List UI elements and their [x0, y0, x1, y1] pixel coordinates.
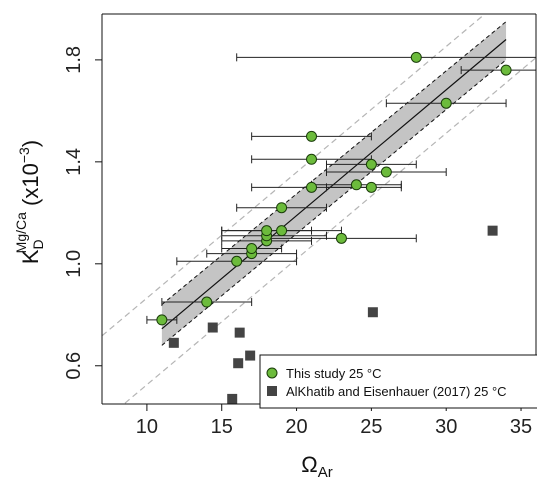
x-tick-label: 35: [510, 416, 532, 438]
this-study-point: [231, 255, 243, 267]
this-study-point: [261, 225, 273, 237]
this-study-point: [306, 153, 318, 165]
y-axis-label-sub: D: [30, 239, 46, 249]
confidence-upper-line: [161, 21, 507, 305]
this-study-point: [306, 181, 318, 193]
legend-label-this-study: This study 25 °C: [286, 366, 382, 381]
ticks-layer: 10 15 20 25 30 35 0.6 1.0 1.4 1.8: [63, 46, 532, 438]
y-tick-label: 1.8: [63, 46, 85, 74]
y-axis-label-sup: Mg/Ca: [13, 212, 29, 253]
x-tick-label: 25: [360, 416, 382, 438]
y-tick-label: 0.6: [63, 352, 85, 380]
alkhatib-point: [487, 225, 498, 236]
this-study-point: [246, 243, 258, 255]
x-tick-label: 30: [435, 416, 457, 438]
this-study-point: [410, 51, 422, 63]
this-study-point: [276, 202, 288, 214]
legend-marker-alkhatib: [267, 386, 277, 396]
alkhatib-point: [233, 358, 244, 369]
regression-layer: [102, 14, 536, 404]
alkhatib-point: [367, 307, 378, 318]
x-tick-label: 15: [211, 416, 233, 438]
y-tick-label: 1.4: [63, 148, 85, 176]
alkhatib-point: [168, 337, 179, 348]
this-study-point: [335, 232, 347, 244]
legend-label-alkhatib: AlKhatib and Eisenhauer (2017) 25 °C: [286, 384, 507, 399]
legend: This study 25 °C AlKhatib and Eisenhauer…: [259, 354, 537, 409]
this-study-point: [380, 166, 392, 178]
this-study-point: [365, 158, 377, 170]
alkhatib-point: [245, 350, 256, 361]
this-study-point: [365, 181, 377, 193]
x-axis-label-sub: Ar: [318, 464, 333, 480]
this-study-point: [201, 296, 213, 308]
alkhatib-point: [227, 393, 238, 404]
confidence-lower-line: [161, 59, 507, 346]
y-axis-label-suffix-end: ): [18, 140, 43, 147]
this-study-point: [156, 314, 168, 326]
alkhatib-point: [207, 322, 218, 333]
y-axis-label-suffix-sup: −3: [16, 147, 32, 163]
y-axis-label: KDMg/Ca (x10−3): [13, 140, 46, 264]
x-axis-label: ΩAr: [301, 452, 332, 480]
this-study-point: [500, 64, 512, 76]
y-tick-label: 1.0: [63, 250, 85, 278]
regression-line: [161, 39, 507, 330]
legend-box: [259, 354, 537, 409]
this-study-point: [276, 225, 288, 237]
this-study-point: [440, 97, 452, 109]
legend-marker-this-study: [266, 367, 278, 379]
x-tick-label: 10: [136, 416, 158, 438]
this-study-point: [306, 130, 318, 142]
this-study-point: [350, 179, 362, 191]
y-axis-label-suffix: (x10: [18, 163, 43, 212]
y-axis-label-main: K: [18, 249, 43, 264]
x-tick-label: 20: [285, 416, 307, 438]
prediction-lower-line: [123, 57, 536, 404]
points-layer: [156, 51, 512, 404]
alkhatib-point: [234, 327, 245, 338]
prediction-upper-line: [102, 14, 486, 337]
x-axis-label-main: Ω: [301, 452, 317, 477]
